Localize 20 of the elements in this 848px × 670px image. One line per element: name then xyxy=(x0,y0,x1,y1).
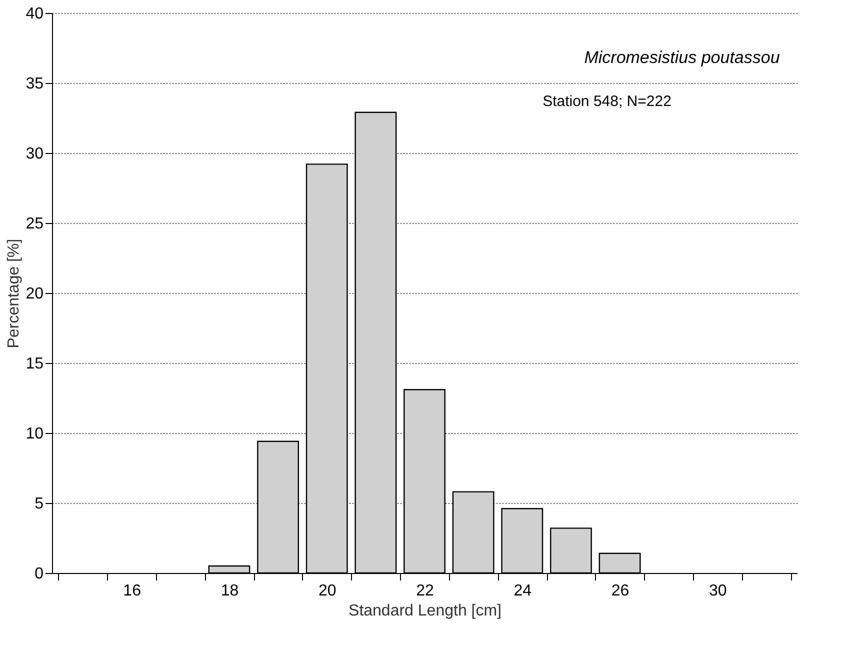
y-tick-label: 25 xyxy=(26,216,44,232)
y-axis-title: Percentage [%] xyxy=(6,238,23,348)
x-tick-label: 18 xyxy=(220,582,239,600)
x-tick-label: 16 xyxy=(123,582,142,600)
x-tick-label: 24 xyxy=(514,582,532,600)
y-tick-label: 10 xyxy=(26,426,44,442)
y-tick-label: 35 xyxy=(26,76,44,92)
y-tick-label: 30 xyxy=(26,146,44,162)
annotation: Micromesistius poutassou xyxy=(584,48,780,67)
y-tick-label: 5 xyxy=(34,496,44,512)
x-tick-label: 30 xyxy=(709,582,727,600)
x-tick-label: 22 xyxy=(416,582,434,600)
y-tick-label: 40 xyxy=(26,6,44,22)
annotation: Station 548; N=222 xyxy=(542,93,672,110)
y-tick-label: 15 xyxy=(26,356,44,372)
x-tick-label: 20 xyxy=(318,582,336,600)
x-tick-label: 26 xyxy=(611,582,630,600)
y-tick-label: 20 xyxy=(26,286,44,302)
y-tick-label: 0 xyxy=(34,566,44,582)
x-axis-title: Standard Length [cm] xyxy=(348,602,502,620)
